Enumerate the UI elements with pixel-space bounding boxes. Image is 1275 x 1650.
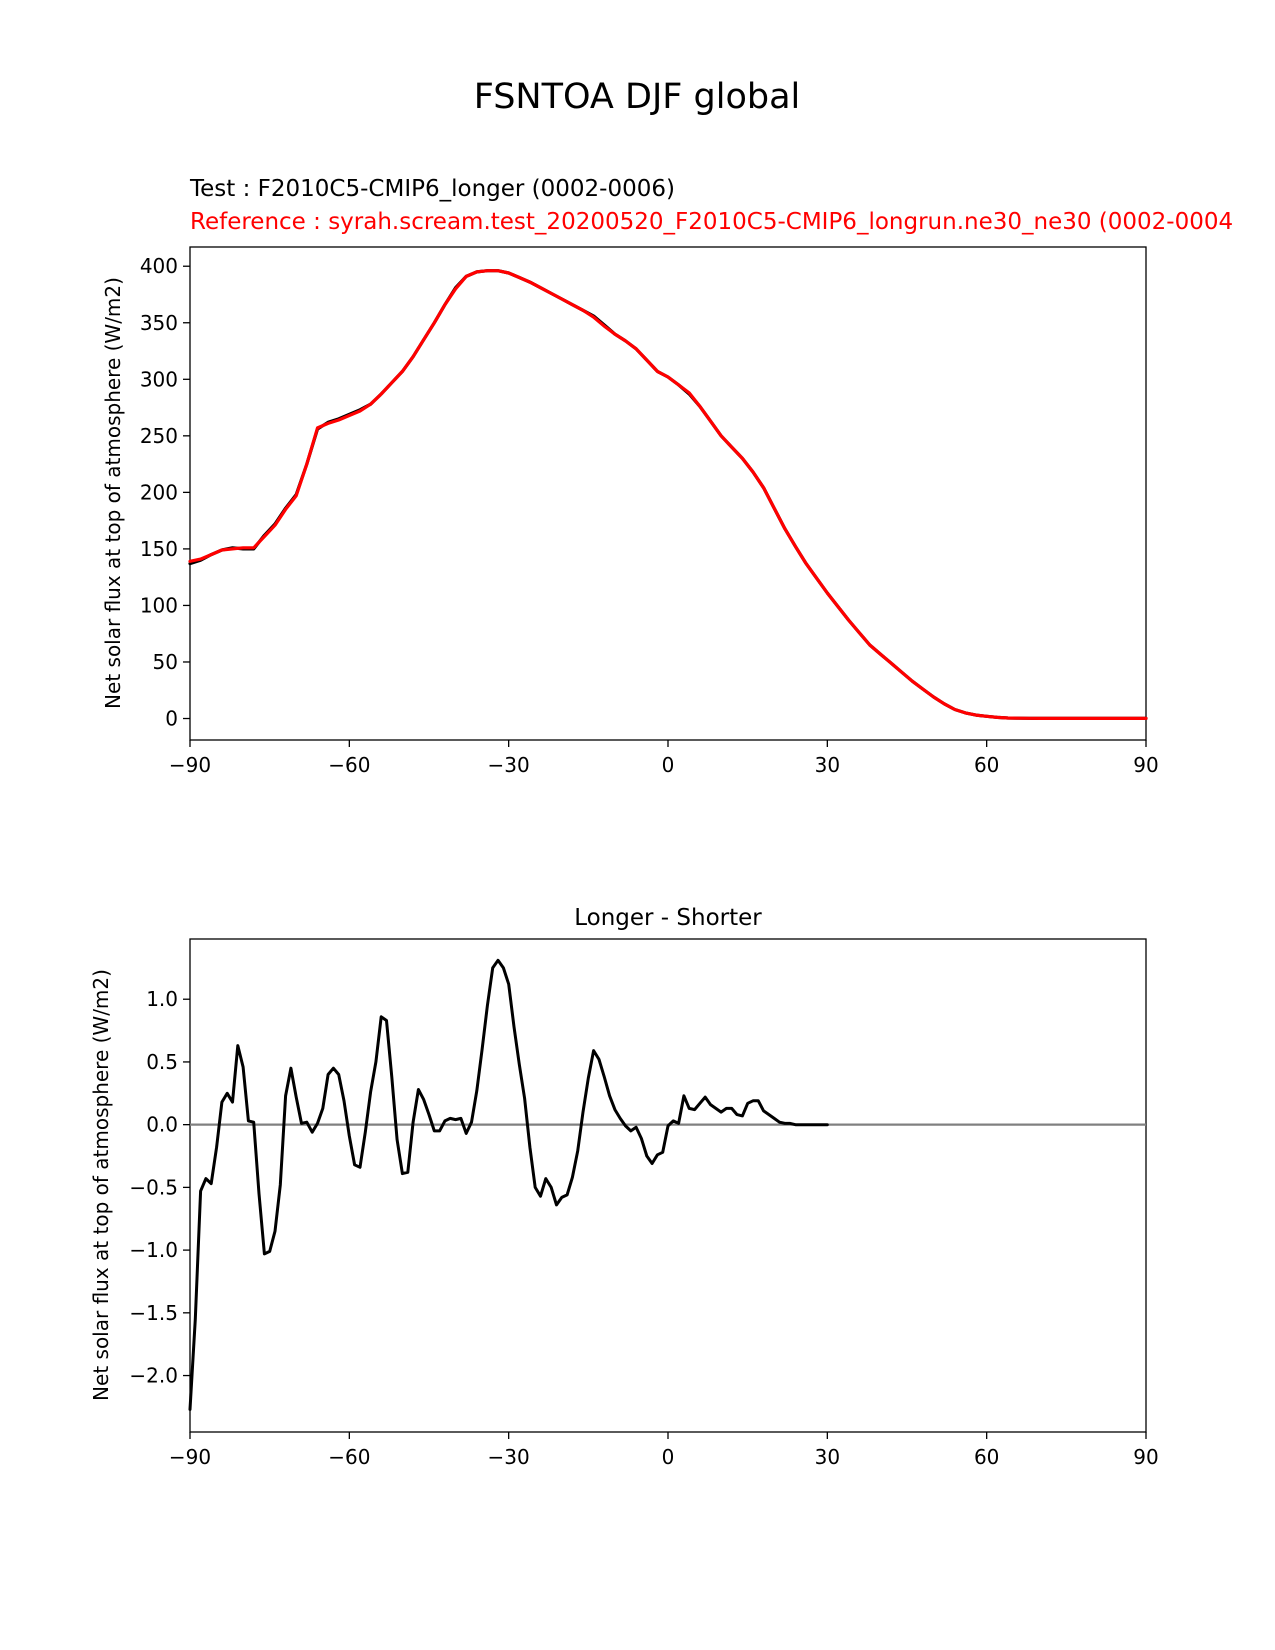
top-series-group bbox=[188, 269, 1148, 721]
panel-top-chart: −90 −60 −30 0 30 60 90 0 50 100 150 200 250 300 350 40… bbox=[101, 246, 1159, 777]
top-y-tick-label: 50 bbox=[153, 650, 178, 674]
bot-x-tick-label: −90 bbox=[169, 1445, 211, 1469]
top-y-tick-label: 350 bbox=[140, 311, 178, 335]
bot-x-tick-label: 30 bbox=[815, 1445, 840, 1469]
bottom-y-axis-label: Net solar flux at top of atmosphere (W/m… bbox=[89, 969, 113, 1401]
bottom-x-axis: −90 −60 −30 0 30 60 90 bbox=[169, 1432, 1159, 1469]
top-y-tick-label: 0 bbox=[165, 707, 178, 731]
top-y-tick-label: 250 bbox=[140, 424, 178, 448]
bottom-y-axis: −2.0 −1.5 −1.0 −0.5 0.0 0.5 1.0 bbox=[129, 987, 190, 1388]
top-y-tick-label: 200 bbox=[140, 480, 178, 504]
bot-x-tick-label: 90 bbox=[1133, 1445, 1158, 1469]
bot-y-tick-label: 0.5 bbox=[146, 1050, 178, 1074]
top-y-tick-label: 150 bbox=[140, 537, 178, 561]
bot-y-tick-label: −2.0 bbox=[129, 1364, 178, 1388]
bot-y-tick-label: −1.0 bbox=[129, 1238, 178, 1262]
top-x-tick-label: 90 bbox=[1133, 753, 1158, 777]
top-y-tick-label: 400 bbox=[140, 254, 178, 278]
top-x-tick-label: 30 bbox=[815, 753, 840, 777]
bot-y-tick-label: −0.5 bbox=[129, 1175, 178, 1199]
top-x-tick-label: 0 bbox=[662, 753, 675, 777]
panel-bottom-chart: Longer - Shorter −90 −60 −30 0 30 60 90 −2.0 −1… bbox=[89, 905, 1159, 1469]
top-x-tick-label: −60 bbox=[328, 753, 370, 777]
top-x-tick-label: −90 bbox=[169, 753, 211, 777]
top-y-tick-label: 100 bbox=[140, 593, 178, 617]
test-label: Test : F2010C5-CMIP6_longer (0002-0006) bbox=[189, 176, 675, 202]
bot-x-tick-label: −30 bbox=[488, 1445, 530, 1469]
top-x-axis: −90 −60 −30 0 30 60 90 bbox=[169, 740, 1159, 777]
top-x-tick-label: −30 bbox=[488, 753, 530, 777]
bottom-panel-title: Longer - Shorter bbox=[574, 905, 762, 931]
bot-y-tick-label: −1.5 bbox=[129, 1301, 178, 1325]
bot-x-tick-label: −60 bbox=[328, 1445, 370, 1469]
top-y-axis-label: Net solar flux at top of atmosphere (W/m… bbox=[101, 277, 125, 709]
difference-series-line bbox=[188, 958, 829, 1411]
top-y-tick-label: 300 bbox=[140, 367, 178, 391]
bot-y-tick-label: 1.0 bbox=[146, 987, 178, 1011]
bot-x-tick-label: 0 bbox=[662, 1445, 675, 1469]
reference-series-line bbox=[188, 269, 1148, 721]
bot-y-tick-label: 0.0 bbox=[146, 1113, 178, 1137]
figure-suptitle: FSNTOA DJF global bbox=[474, 77, 801, 117]
bottom-series-group bbox=[188, 958, 829, 1411]
reference-label: Reference : syrah.scream.test_20200520_F… bbox=[190, 209, 1233, 235]
top-y-axis: 0 50 100 150 200 250 300 350 400 bbox=[140, 254, 190, 731]
bot-x-tick-label: 60 bbox=[974, 1445, 999, 1469]
top-x-tick-label: 60 bbox=[974, 753, 999, 777]
